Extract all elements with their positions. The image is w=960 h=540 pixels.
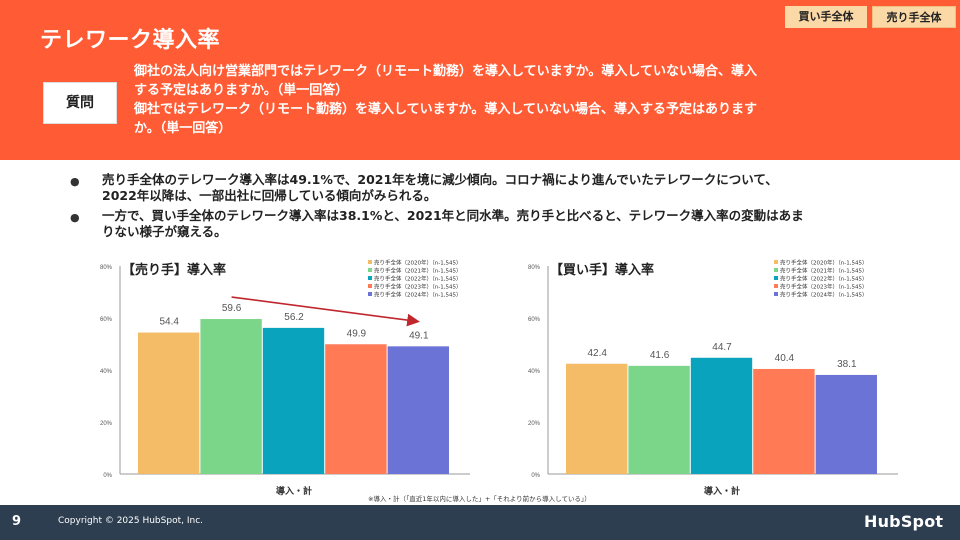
- question-line: か。（単一回答）: [134, 121, 232, 136]
- copyright-text: Copyright © 2025 HubSpot, Inc.: [58, 516, 203, 526]
- seller-chart: 0% 20% 40% 60% 80% 54.4 59.6 56.2 49.9 49.1 導入・計 【売…: [92, 256, 482, 500]
- data-label: 56.2: [284, 312, 304, 323]
- slide-title: テレワーク導入率: [40, 28, 221, 53]
- footer-bar: 9 Copyright © 2025 HubSpot, Inc. HubSpot: [0, 505, 960, 540]
- bullet-line: りない様子が窺える。: [102, 224, 227, 239]
- legend-entry: 売り手全体（2021年）（n-1,545）: [780, 267, 867, 275]
- y-tick-label: 80%: [100, 265, 113, 271]
- bullet-line: 売り手全体のテレワーク導入率は49.1%で、2021年を境に減少傾向。コロナ禍に…: [102, 172, 778, 187]
- x-axis-label: 導入・計: [704, 485, 740, 496]
- legend-swatch: [368, 292, 372, 296]
- y-tick-label: 80%: [528, 265, 541, 271]
- data-label: 41.6: [650, 350, 670, 361]
- bullet-item: ● 一方で、買い手全体のテレワーク導入率は38.1%と、2021年と同水準。売り…: [62, 208, 902, 240]
- y-tick-label: 20%: [100, 421, 113, 427]
- y-tick-label: 20%: [528, 421, 541, 427]
- y-tick-label: 0%: [531, 473, 540, 479]
- page-number: 9: [12, 514, 22, 529]
- chart-title: 【買い手】導入率: [550, 262, 654, 278]
- data-label: 54.4: [159, 317, 179, 328]
- bullet-item: ● 売り手全体のテレワーク導入率は49.1%で、2021年を境に減少傾向。コロナ…: [62, 172, 902, 204]
- legend-entry: 売り手全体（2020年）（n-1,545）: [780, 259, 867, 267]
- data-label: 42.4: [587, 348, 607, 359]
- legend-swatch: [368, 260, 372, 264]
- data-label: 59.6: [222, 303, 242, 314]
- chart-footnote: ※導入・計（「直近1年以内に導入した」+「それより前から導入している」）: [368, 495, 591, 503]
- legend-entry: 売り手全体（2020年）（n-1,545）: [374, 259, 461, 267]
- tag-seller-total[interactable]: 売り手全体: [872, 6, 956, 28]
- legend-swatch: [774, 260, 778, 264]
- bullet-dot-icon: ●: [70, 175, 80, 188]
- bar: [138, 332, 200, 474]
- legend-entry: 売り手全体（2024年）（n-1,545）: [780, 291, 867, 299]
- legend-swatch: [774, 284, 778, 288]
- legend-entry: 売り手全体（2024年）（n-1,545）: [374, 291, 461, 299]
- legend-swatch: [368, 284, 372, 288]
- bar: [815, 374, 877, 474]
- bar: [753, 368, 815, 474]
- y-tick-label: 40%: [100, 369, 113, 375]
- chart-title: 【売り手】導入率: [122, 262, 226, 278]
- y-tick-label: 60%: [100, 317, 113, 323]
- question-line: 御社ではテレワーク（リモート勤務）を導入していますか。導入していない場合、導入す…: [134, 102, 757, 117]
- data-label: 38.1: [837, 359, 857, 370]
- buyer-chart-svg: 0% 20% 40% 60% 80% 42.4 41.6 44.7 40.4 38.1 導入・計 【買…: [528, 259, 898, 497]
- legend-entry: 売り手全体（2023年）（n-1,545）: [780, 283, 867, 291]
- legend-entry: 売り手全体（2022年）（n-1,545）: [374, 275, 461, 283]
- bar: [262, 327, 325, 474]
- bullet-dot-icon: ●: [70, 211, 80, 224]
- bar: [566, 363, 628, 474]
- data-label: 40.4: [775, 353, 795, 364]
- x-axis-label: 導入・計: [276, 485, 312, 496]
- legend-swatch: [368, 268, 372, 272]
- buyer-chart: 0% 20% 40% 60% 80% 42.4 41.6 44.7 40.4 38.1 導入・計 【買…: [520, 256, 910, 500]
- data-label: 44.7: [712, 342, 732, 353]
- y-tick-label: 0%: [103, 473, 112, 479]
- tag-buyer-total[interactable]: 買い手全体: [785, 6, 867, 28]
- bar: [200, 319, 262, 474]
- legend-swatch: [368, 276, 372, 280]
- legend-swatch: [774, 276, 778, 280]
- question-line: する予定はありますか。（単一回答）: [134, 83, 349, 98]
- question-text: 御社の法人向け営業部門ではテレワーク（リモート勤務）を導入していますか。導入して…: [134, 62, 824, 138]
- question-line: 御社の法人向け営業部門ではテレワーク（リモート勤務）を導入していますか。導入して…: [134, 64, 757, 79]
- y-tick-label: 60%: [528, 317, 541, 323]
- legend-swatch: [774, 268, 778, 272]
- bullet-line: 2022年以降は、一部出社に回帰している傾向がみられる。: [102, 188, 437, 203]
- bar: [628, 365, 690, 474]
- summary-bullets: ● 売り手全体のテレワーク導入率は49.1%で、2021年を境に減少傾向。コロナ…: [62, 172, 902, 244]
- bar: [690, 357, 753, 474]
- data-label: 49.9: [347, 328, 367, 339]
- legend-entry: 売り手全体（2021年）（n-1,545）: [374, 267, 461, 275]
- header-banner: テレワーク導入率 買い手全体 売り手全体 質問 御社の法人向け営業部門ではテレワ…: [0, 0, 960, 160]
- question-label: 質問: [43, 82, 117, 124]
- y-tick-label: 40%: [528, 369, 541, 375]
- legend-swatch: [774, 292, 778, 296]
- bar: [325, 344, 387, 474]
- trend-arrow: [231, 296, 420, 327]
- data-label: 49.1: [409, 330, 429, 341]
- seller-chart-svg: 0% 20% 40% 60% 80% 54.4 59.6 56.2 49.9 49.1 導入・計 【売…: [100, 259, 470, 497]
- legend-entry: 売り手全体（2023年）（n-1,545）: [374, 283, 461, 291]
- hubspot-logo: HubSpot: [864, 512, 944, 531]
- legend-entry: 売り手全体（2022年）（n-1,545）: [780, 275, 867, 283]
- bullet-line: 一方で、買い手全体のテレワーク導入率は38.1%と、2021年と同水準。売り手と…: [102, 208, 804, 223]
- bar: [387, 346, 449, 474]
